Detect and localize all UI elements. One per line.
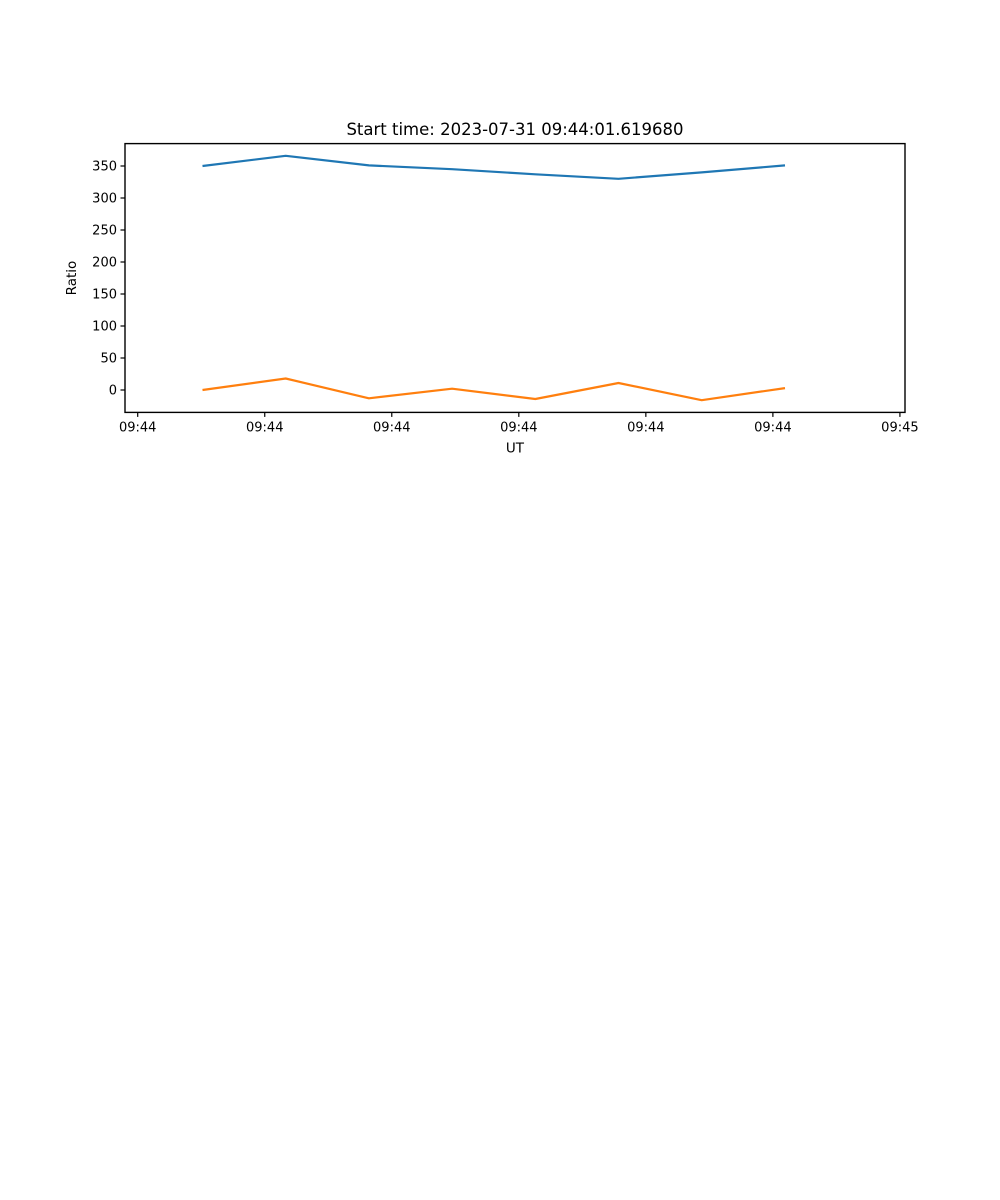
axes-spines-ratio bbox=[124, 142, 906, 414]
y-tick-label: 250 bbox=[92, 224, 117, 239]
chart-ratio: 09:44 09:44 09:44 09:44 09:44 09:44 09:45 0 50 10… bbox=[0, 0, 919, 456]
x-tick-label: 09:44 bbox=[754, 420, 791, 435]
chart-title: Start time: 2023-07-31 09:44:01.619680 bbox=[346, 120, 683, 139]
series-line-ddm bbox=[202, 377, 786, 402]
y-tick-label: 350 bbox=[92, 160, 117, 175]
x-tick-label: 09:44 bbox=[627, 420, 664, 435]
legend-label: DDM bbox=[0, 0, 31, 4]
y-tick-label: 0 bbox=[109, 384, 117, 399]
series-line-sdm bbox=[202, 154, 786, 180]
y-axis-label: Ratio bbox=[64, 261, 80, 296]
x-tick-label: 09:44 bbox=[246, 420, 283, 435]
legend-label: SDM bbox=[0, 0, 29, 4]
x-tick-label: 09:44 bbox=[373, 420, 410, 435]
y-tick-label: 200 bbox=[92, 256, 117, 271]
y-tick-label: 300 bbox=[92, 192, 117, 207]
y-tick-label: 150 bbox=[92, 288, 117, 303]
x-axis-label: UT bbox=[506, 440, 525, 456]
x-tick-label: 09:44 bbox=[119, 420, 156, 435]
y-tick-label: 100 bbox=[92, 320, 117, 335]
x-tick-label: 09:45 bbox=[881, 420, 918, 435]
legend-ratio: SDMDDM bbox=[0, 0, 31, 4]
x-tick-label: 09:44 bbox=[500, 420, 537, 435]
y-tick-label: 50 bbox=[100, 352, 117, 367]
